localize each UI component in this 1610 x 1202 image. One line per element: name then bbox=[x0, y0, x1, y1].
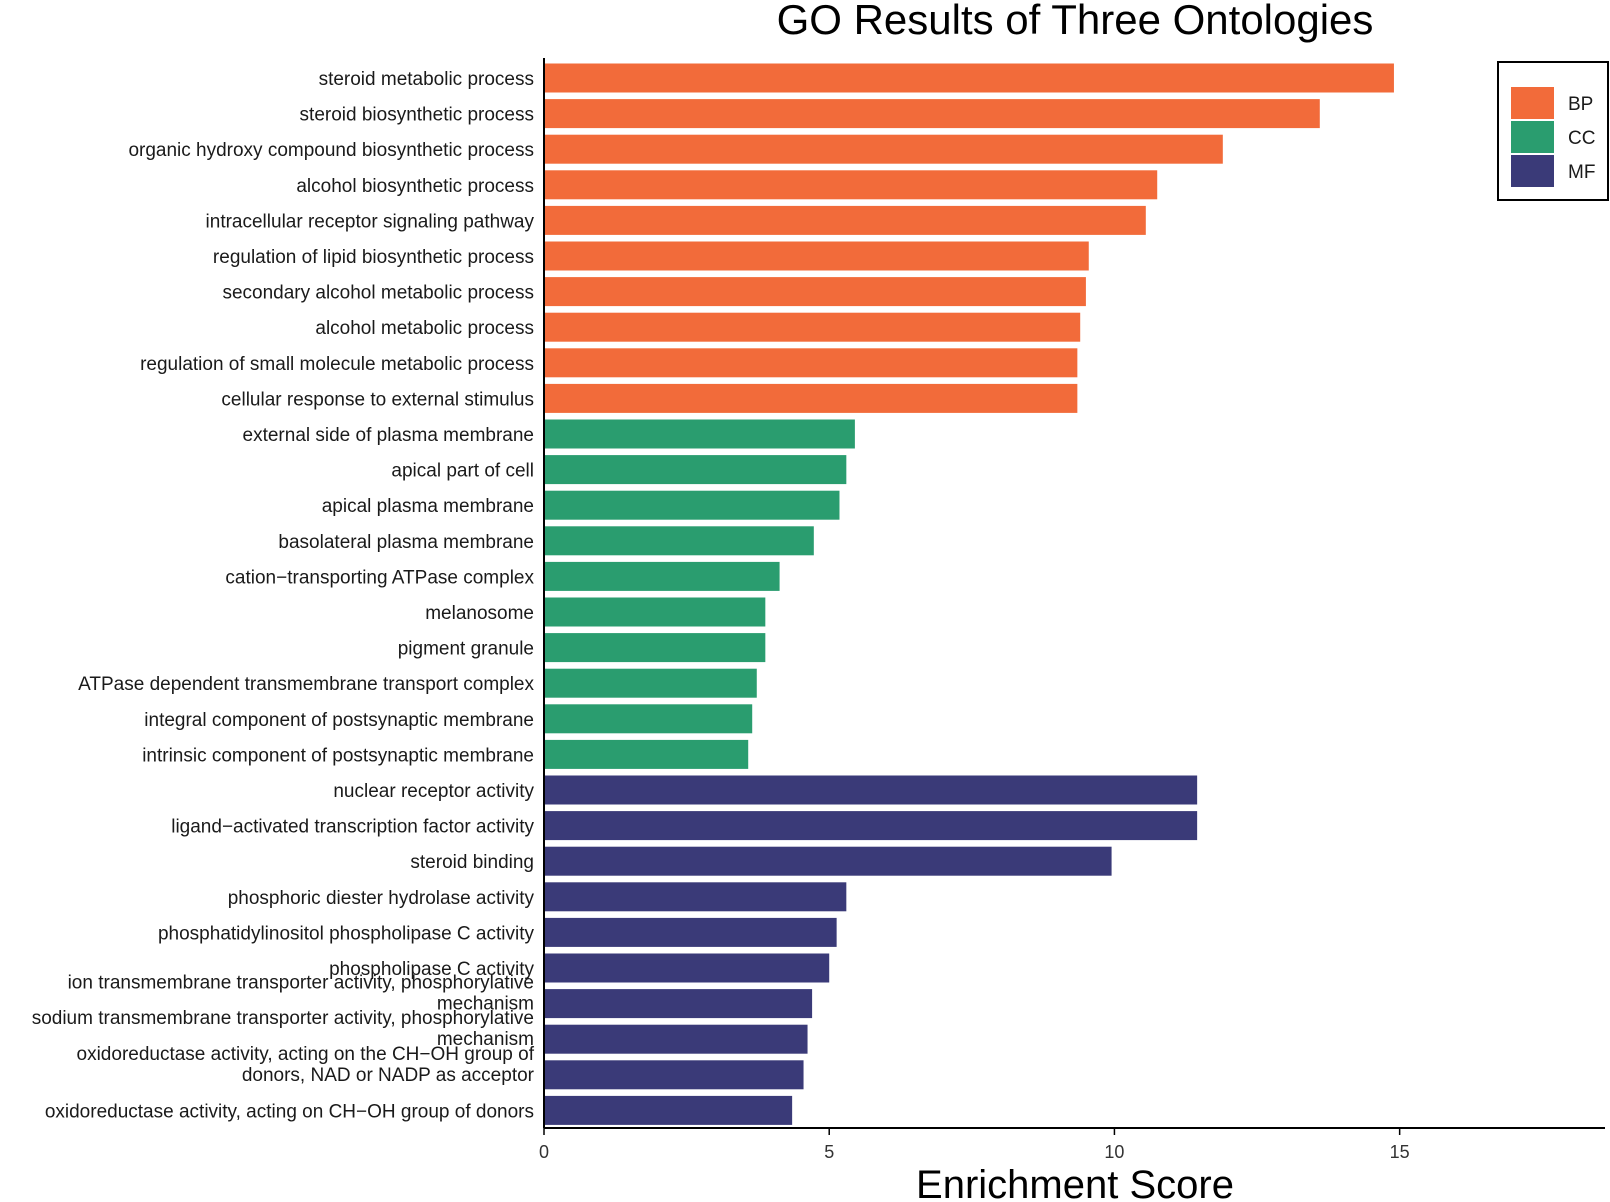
category-label: nuclear receptor activity bbox=[333, 781, 534, 802]
bar-bp bbox=[544, 312, 1081, 342]
x-tick-label: 0 bbox=[539, 1142, 549, 1162]
bar-mf bbox=[544, 1024, 808, 1054]
bar-bp bbox=[544, 205, 1146, 235]
legend-swatch-cc bbox=[1511, 121, 1554, 153]
bars-layer bbox=[544, 63, 1394, 1125]
bar-cc bbox=[544, 561, 780, 591]
category-label: ligand−activated transcription factor ac… bbox=[171, 817, 534, 838]
chart-title: GO Results of Three Ontologies bbox=[777, 0, 1374, 43]
bar-bp bbox=[544, 348, 1078, 378]
category-label: steroid metabolic process bbox=[319, 69, 534, 90]
bar-bp bbox=[544, 383, 1078, 413]
x-axis-ticks: 0 5 10 15 bbox=[539, 1128, 1410, 1162]
category-label: alcohol metabolic process bbox=[315, 318, 534, 339]
category-label: regulation of small molecule metabolic p… bbox=[140, 354, 534, 375]
legend-label-mf: MF bbox=[1568, 162, 1595, 183]
category-label: secondary alcohol metabolic process bbox=[222, 283, 534, 304]
bar-cc bbox=[544, 633, 766, 663]
category-label: external side of plasma membrane bbox=[243, 425, 534, 446]
category-label: pigment granule bbox=[398, 639, 534, 660]
legend-swatch-mf bbox=[1511, 155, 1554, 187]
category-label: oxidoreductase activity, acting on the C… bbox=[77, 1044, 535, 1086]
category-label: sodium transmembrane transporter activit… bbox=[32, 1008, 534, 1050]
category-label: phosphoric diester hydrolase activity bbox=[228, 888, 535, 909]
bar-mf bbox=[544, 1095, 793, 1125]
bar-mf bbox=[544, 811, 1198, 841]
x-axis-title: Enrichment Score bbox=[916, 1163, 1234, 1202]
category-label: phosphatidylinositol phospholipase C act… bbox=[158, 923, 535, 944]
category-label: organic hydroxy compound biosynthetic pr… bbox=[128, 140, 534, 161]
bar-bp bbox=[544, 134, 1223, 164]
category-label: integral component of postsynaptic membr… bbox=[144, 710, 534, 731]
bar-bp bbox=[544, 99, 1320, 129]
bar-mf bbox=[544, 917, 837, 947]
category-label: phospholipase C activity bbox=[329, 959, 534, 980]
category-label: cellular response to external stimulus bbox=[221, 389, 534, 410]
bar-cc bbox=[544, 597, 766, 627]
category-label: steroid binding bbox=[410, 852, 534, 873]
category-label: apical part of cell bbox=[391, 461, 534, 482]
category-label: melanosome bbox=[425, 603, 534, 624]
bar-cc bbox=[544, 526, 814, 556]
bar-bp bbox=[544, 170, 1158, 200]
bar-cc bbox=[544, 490, 840, 520]
legend: BP CC MF bbox=[1497, 61, 1609, 201]
bar-bp bbox=[544, 63, 1394, 93]
bar-cc bbox=[544, 668, 757, 698]
bar-bp bbox=[544, 277, 1086, 307]
legend-items: BP CC MF bbox=[1511, 87, 1595, 187]
bar-bp bbox=[544, 241, 1089, 271]
bar-cc bbox=[544, 419, 855, 449]
category-label: oxidoreductase activity, acting on CH−OH… bbox=[45, 1101, 534, 1122]
bar-mf bbox=[544, 846, 1112, 876]
bar-mf bbox=[544, 989, 813, 1019]
legend-label-bp: BP bbox=[1568, 94, 1593, 115]
x-tick-label: 15 bbox=[1390, 1142, 1410, 1162]
category-label: intrinsic component of postsynaptic memb… bbox=[142, 745, 534, 766]
bar-cc bbox=[544, 704, 753, 734]
category-label: basolateral plasma membrane bbox=[278, 532, 534, 553]
legend-swatch-bp bbox=[1511, 87, 1554, 119]
category-label: steroid biosynthetic process bbox=[300, 105, 534, 126]
bar-mf bbox=[544, 1060, 804, 1090]
category-label: intracellular receptor signaling pathway bbox=[206, 211, 535, 232]
x-tick-label: 5 bbox=[824, 1142, 834, 1162]
bar-mf bbox=[544, 882, 847, 912]
bar-mf bbox=[544, 775, 1198, 805]
category-label: ion transmembrane transporter activity, … bbox=[68, 973, 534, 1015]
bar-cc bbox=[544, 739, 749, 769]
bar-mf bbox=[544, 953, 830, 983]
category-label: cation−transporting ATPase complex bbox=[225, 567, 534, 588]
legend-label-cc: CC bbox=[1568, 128, 1595, 149]
category-label: ATPase dependent transmembrane transport… bbox=[78, 674, 534, 695]
category-label: alcohol biosynthetic process bbox=[296, 176, 534, 197]
x-tick-label: 10 bbox=[1104, 1142, 1124, 1162]
category-label: apical plasma membrane bbox=[322, 496, 534, 517]
category-label: regulation of lipid biosynthetic process bbox=[213, 247, 534, 268]
bar-cc bbox=[544, 455, 847, 485]
category-labels: steroid metabolic process steroid biosynt… bbox=[32, 69, 535, 1122]
